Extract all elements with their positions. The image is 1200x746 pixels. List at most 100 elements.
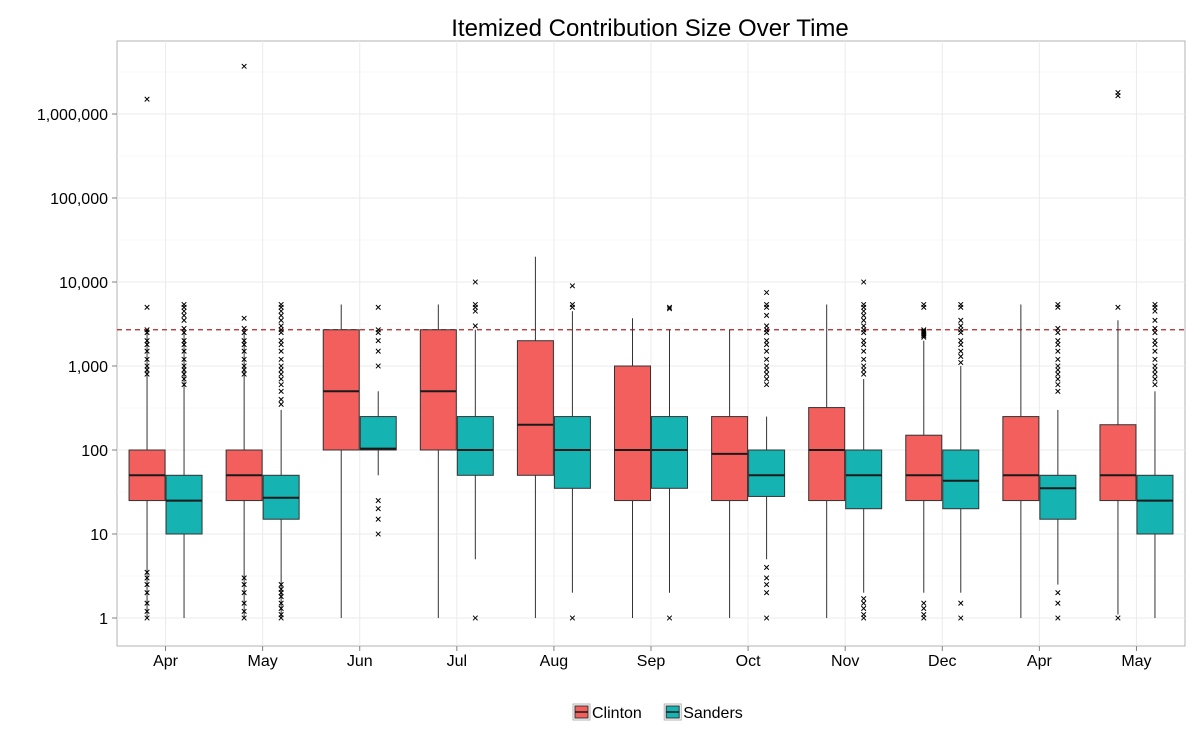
outlier-point [666, 306, 673, 312]
outlier-point [181, 304, 187, 310]
outlier-point [1055, 338, 1061, 344]
outlier-point [763, 323, 770, 329]
outlier-point [958, 323, 964, 329]
box-clinton-may [1099, 89, 1137, 621]
outlier-point [763, 341, 770, 348]
outlier-point [763, 348, 770, 354]
outlier-point [861, 338, 867, 344]
outlier-point [278, 323, 284, 329]
outlier-point [763, 329, 770, 336]
legend-label: Sanders [683, 705, 743, 722]
outlier-point [181, 381, 187, 388]
outlier-point [1152, 376, 1158, 382]
outlier-point [278, 329, 284, 336]
outlier-point [278, 312, 284, 319]
box-body [942, 449, 980, 510]
outlier-point [144, 341, 150, 348]
outlier-point [763, 590, 770, 596]
box-sanders-oct [748, 289, 786, 621]
outlier-point [241, 615, 247, 621]
x-tick-label: Oct [736, 653, 761, 670]
outlier-point [861, 312, 867, 319]
outlier-point [1055, 600, 1061, 606]
outlier-point [181, 348, 187, 354]
outlier-point [375, 348, 381, 354]
box-sanders-apr [1039, 301, 1077, 621]
box-body [322, 329, 360, 451]
outlier-point [144, 338, 150, 344]
outlier-point [763, 376, 770, 382]
outlier-point [472, 279, 478, 285]
outlier-point [375, 329, 381, 336]
outlier-point [1152, 325, 1158, 332]
outlier-point [1055, 325, 1061, 332]
box-clinton-jun [322, 304, 360, 618]
outlier-point [144, 581, 150, 588]
outlier-point [921, 334, 927, 340]
box-clinton-oct [711, 329, 749, 618]
outlier-point [241, 581, 247, 588]
outlier-point [278, 371, 284, 377]
outlier-point [1055, 348, 1061, 354]
outlier-point [958, 317, 964, 323]
outlier-point [181, 308, 187, 314]
outlier-point [241, 600, 247, 606]
outlier-point [144, 371, 150, 377]
box-body [456, 416, 494, 476]
outlier-point [241, 363, 247, 369]
outlier-point [763, 363, 770, 369]
outlier-point [861, 600, 867, 606]
box-body [748, 449, 786, 497]
outlier-point [763, 304, 770, 310]
legend-item-clinton: Clinton [572, 703, 642, 722]
box-sanders-may [1136, 301, 1174, 618]
outlier-point [144, 608, 150, 615]
outlier-point [921, 304, 927, 310]
y-tick-label: 1,000,000 [37, 107, 108, 124]
outlier-point [1152, 348, 1158, 354]
outlier-point [278, 308, 284, 314]
outlier-point [278, 363, 284, 369]
outlier-point [1055, 363, 1061, 369]
outlier-point [241, 325, 247, 332]
outlier-point [181, 363, 187, 369]
outlier-point [958, 341, 964, 348]
box-sanders-jun [359, 304, 397, 537]
box-sanders-aug [553, 283, 591, 621]
outlier-point [241, 63, 247, 69]
outlier-point [763, 564, 770, 571]
outlier-point [861, 304, 867, 310]
box-clinton-jul [419, 304, 457, 618]
box-clinton-nov [808, 304, 846, 618]
outlier-point [241, 356, 247, 363]
outlier-point [861, 341, 867, 348]
outlier-point [1055, 341, 1061, 348]
outlier-point [921, 615, 927, 621]
outlier-point [278, 615, 284, 621]
outlier-point [144, 615, 150, 621]
box-clinton-may [225, 63, 263, 621]
outlier-point [375, 363, 381, 369]
box-sanders-may [262, 301, 300, 621]
outlier-point [861, 329, 867, 336]
outlier-point [375, 516, 381, 522]
outlier-point [861, 356, 867, 363]
outlier-point [144, 329, 150, 336]
outlier-point [241, 348, 247, 354]
outlier-point [1055, 356, 1061, 363]
outlier-point [861, 279, 867, 285]
outlier-point [144, 304, 150, 310]
outlier-point [1152, 317, 1158, 323]
outlier-point [144, 367, 150, 373]
boxes [128, 63, 1174, 621]
outlier-point [144, 575, 150, 581]
outlier-point [181, 317, 187, 323]
outlier-point [278, 388, 284, 394]
box-clinton-sep [614, 318, 651, 618]
outlier-point [181, 325, 187, 332]
box-body [1099, 424, 1137, 502]
outlier-point [278, 401, 284, 407]
outlier-point [666, 615, 673, 621]
outlier-point [278, 590, 284, 596]
outlier-point [375, 338, 381, 344]
